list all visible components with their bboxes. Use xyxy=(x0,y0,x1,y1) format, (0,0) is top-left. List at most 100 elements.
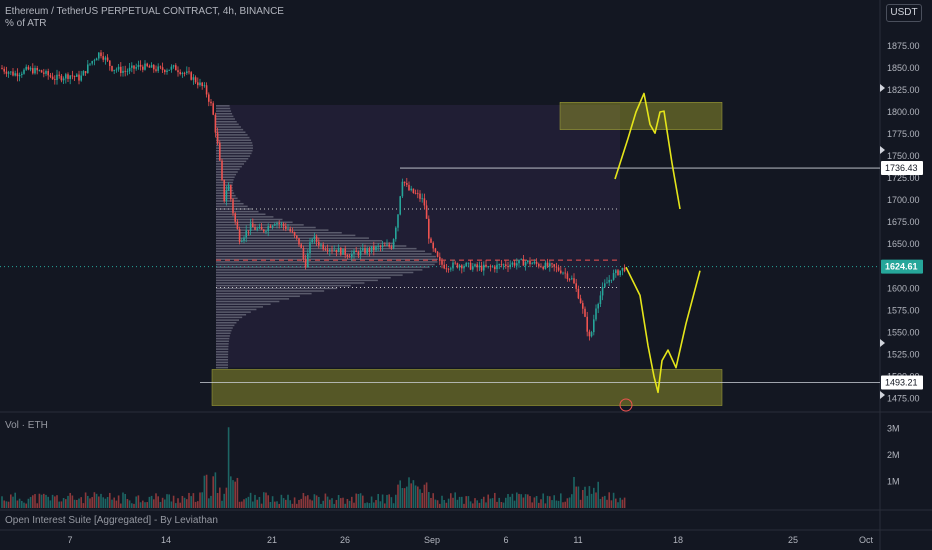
candle-body xyxy=(344,248,346,255)
volume-bar xyxy=(608,492,610,508)
candle-body xyxy=(386,244,388,246)
volume-bar xyxy=(269,501,272,508)
candle-body xyxy=(126,71,129,72)
candle-body xyxy=(412,188,415,194)
volume-bar xyxy=(390,497,393,508)
volume-bar xyxy=(544,503,547,508)
candle-body xyxy=(287,228,289,230)
price-tick-label: 1525.00 xyxy=(887,349,920,359)
candle-body xyxy=(133,65,135,69)
candle-body xyxy=(58,74,60,76)
currency-button[interactable]: USDT xyxy=(886,4,922,22)
candle-body xyxy=(329,249,331,251)
candle-body xyxy=(575,283,577,289)
candle-body xyxy=(445,268,448,270)
candle-body xyxy=(282,223,285,227)
volume-bar xyxy=(205,474,208,508)
candle-body xyxy=(351,253,353,258)
volume-bar xyxy=(571,494,573,508)
volume-bar xyxy=(513,500,516,508)
candle-body xyxy=(208,94,210,102)
volume-bar xyxy=(575,486,577,508)
volume-bar xyxy=(265,492,267,508)
volume-bar xyxy=(276,501,278,508)
volume-bar xyxy=(274,501,276,508)
price-tick-label: 1475.00 xyxy=(887,394,920,404)
candle-body xyxy=(142,66,144,70)
volume-bar xyxy=(280,494,283,508)
candle-body xyxy=(417,193,419,195)
volume-bar xyxy=(584,486,586,508)
volume-bar xyxy=(49,500,52,508)
candle-body xyxy=(487,266,489,268)
candle-body xyxy=(197,82,199,86)
candle-body xyxy=(500,264,503,266)
volume-bar xyxy=(43,493,45,508)
volume-bar xyxy=(344,503,346,508)
time-tick-label: 18 xyxy=(673,535,683,545)
volume-bar xyxy=(225,487,228,508)
candle-body xyxy=(425,205,428,219)
candle-body xyxy=(469,262,472,270)
volume-bar xyxy=(441,495,443,508)
candle-body xyxy=(441,260,443,265)
volume-bar xyxy=(483,496,485,508)
candle-body xyxy=(423,198,426,206)
volume-bar xyxy=(183,497,186,508)
candle-body xyxy=(623,267,626,272)
chart-title: Ethereum / TetherUS PERPETUAL CONTRACT, … xyxy=(5,6,284,17)
volume-bar xyxy=(329,499,331,508)
candle-body xyxy=(137,64,140,68)
volume-bar xyxy=(287,494,289,508)
volume-bar xyxy=(300,498,302,508)
candle-body xyxy=(157,66,159,71)
candle-body xyxy=(219,142,221,161)
candle-body xyxy=(232,199,234,214)
candle-body xyxy=(454,262,456,264)
volume-bar xyxy=(450,493,452,508)
candle-body xyxy=(370,246,373,252)
volume-bar xyxy=(282,498,285,508)
volume-bar xyxy=(131,503,133,508)
candle-body xyxy=(421,198,423,200)
volume-bar xyxy=(342,497,344,508)
candle-body xyxy=(432,242,434,249)
candle-body xyxy=(505,264,507,267)
volume-bar xyxy=(381,494,384,508)
candle-body xyxy=(139,64,142,67)
volume-bar xyxy=(500,502,503,508)
candle-body xyxy=(509,264,511,268)
volume-bar xyxy=(595,492,597,508)
volume-bar xyxy=(263,492,265,508)
axis-marker xyxy=(880,339,885,347)
volume-bar xyxy=(73,499,76,508)
volume-bar xyxy=(304,496,307,508)
candle-body xyxy=(566,273,569,279)
candle-body xyxy=(216,132,219,143)
candle-body xyxy=(252,223,254,228)
volume-bar xyxy=(170,501,173,508)
candle-body xyxy=(615,270,617,274)
candle-body xyxy=(115,69,118,71)
candle-body xyxy=(597,304,599,309)
candle-body xyxy=(146,63,148,67)
volume-bar xyxy=(93,492,96,508)
volume-bar xyxy=(89,498,91,508)
price-tick-label: 1675.00 xyxy=(887,217,920,227)
volume-tick-label: 2M xyxy=(887,450,900,460)
volume-bar xyxy=(78,498,80,508)
volume-bar xyxy=(296,503,298,508)
volume-tick-label: 3M xyxy=(887,424,900,434)
volume-bar xyxy=(524,494,527,508)
volume-bar xyxy=(238,501,241,508)
candle-body xyxy=(362,248,364,251)
volume-bar xyxy=(172,495,175,508)
candle-body xyxy=(221,160,223,180)
volume-bar xyxy=(408,477,410,508)
candle-body xyxy=(223,179,225,202)
candle-body xyxy=(304,259,307,268)
volume-bar xyxy=(216,492,219,508)
volume-bar xyxy=(309,499,311,508)
candle-body xyxy=(164,69,166,73)
